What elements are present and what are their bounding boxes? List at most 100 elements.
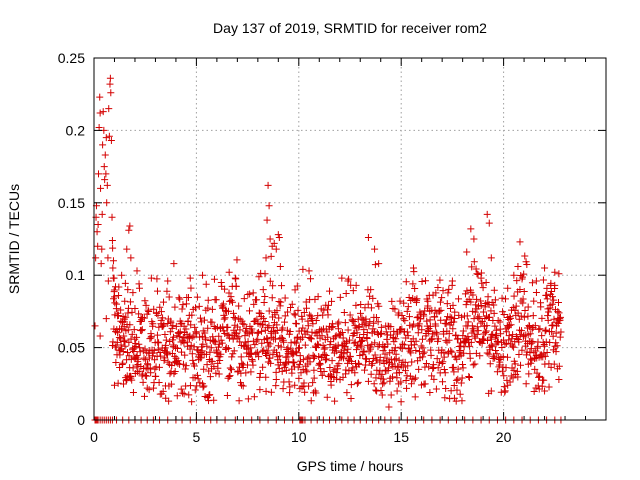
baseline-point-574 — [273, 307, 281, 315]
baseline-point-1457 — [526, 330, 534, 338]
baseline-point-1308 — [483, 336, 491, 344]
baseline-point-861 — [355, 322, 363, 330]
baseline-point-699 — [309, 320, 317, 328]
baseline-point-472 — [244, 291, 252, 299]
baseline-point-333 — [204, 304, 212, 312]
baseline-point-432 — [232, 282, 240, 290]
baseline-point-1271 — [473, 305, 481, 313]
data-point-1 — [92, 254, 100, 262]
data-point-36 — [109, 257, 117, 265]
baseline-point-883 — [362, 361, 370, 369]
baseline-point-1498 — [538, 314, 546, 322]
baseline-point-441 — [235, 333, 243, 341]
baseline-point-168 — [157, 352, 165, 360]
baseline-point-740 — [321, 350, 329, 358]
data-point-103 — [551, 268, 559, 276]
data-point-73 — [299, 265, 307, 273]
baseline-point-594 — [279, 324, 287, 332]
baseline-point-1187 — [449, 325, 457, 333]
baseline-point-1427 — [518, 327, 526, 335]
baseline-point-1452 — [525, 370, 533, 378]
baseline-point-825 — [345, 367, 353, 375]
baseline-point-241 — [177, 348, 185, 356]
baseline-point-790 — [335, 360, 343, 368]
baseline-point-509 — [254, 328, 262, 336]
baseline-point-766 — [328, 357, 336, 365]
baseline-point-334 — [204, 296, 212, 304]
baseline-point-821 — [344, 345, 352, 353]
baseline-point-1103 — [425, 363, 433, 371]
data-point-69 — [275, 234, 283, 242]
baseline-point-1518 — [544, 312, 552, 320]
baseline-point-14 — [112, 305, 120, 313]
data-point-89 — [473, 270, 481, 278]
data-point-114 — [96, 332, 104, 340]
baseline-point-889 — [363, 329, 371, 337]
baseline-point-527 — [259, 314, 267, 322]
baseline-point-517 — [257, 269, 265, 277]
baseline-point-1264 — [471, 360, 479, 368]
baseline-point-675 — [302, 366, 310, 374]
baseline-point-1014 — [399, 363, 407, 371]
baseline-point-1273 — [473, 323, 481, 331]
baseline-point-505 — [253, 329, 261, 337]
baseline-point-717 — [314, 293, 322, 301]
baseline-point-917 — [371, 261, 379, 269]
baseline-point-356 — [210, 275, 218, 283]
baseline-point-223 — [172, 322, 180, 330]
baseline-point-17 — [113, 338, 121, 346]
baseline-point-501 — [252, 349, 260, 357]
baseline-point-1176 — [446, 395, 454, 403]
baseline-point-1405 — [511, 360, 519, 368]
baseline-point-690 — [306, 334, 314, 342]
baseline-point-785 — [334, 365, 342, 373]
baseline-point-822 — [344, 326, 352, 334]
baseline-point-1388 — [506, 314, 514, 322]
baseline-point-1015 — [399, 315, 407, 323]
baseline-point-1439 — [521, 307, 529, 315]
baseline-point-865 — [356, 309, 364, 317]
data-point-126 — [291, 381, 299, 389]
data-point-55 — [129, 289, 137, 297]
baseline-point-602 — [281, 294, 289, 302]
baseline-point-745 — [322, 351, 330, 359]
baseline-point-73 — [129, 389, 137, 397]
baseline-point-72 — [129, 364, 137, 372]
data-point-48 — [121, 297, 129, 305]
baseline-point-128 — [145, 386, 153, 394]
baseline-point-1255 — [468, 322, 476, 330]
baseline-point-819 — [343, 348, 351, 356]
baseline-point-1411 — [513, 335, 521, 343]
baseline-point-758 — [326, 364, 334, 372]
data-point-99 — [524, 303, 532, 311]
baseline-point-9 — [111, 311, 119, 319]
baseline-point-1213 — [456, 390, 464, 398]
data-point-51 — [124, 286, 132, 294]
data-point-5 — [94, 242, 102, 250]
baseline-point-1539 — [550, 296, 558, 304]
baseline-point-789 — [335, 318, 343, 326]
baseline-point-486 — [248, 325, 256, 333]
baseline-point-303 — [195, 302, 203, 310]
baseline-point-1058 — [412, 346, 420, 354]
baseline-point-706 — [311, 295, 319, 303]
data-point-136 — [465, 373, 473, 381]
baseline-point-1345 — [494, 316, 502, 324]
baseline-point-1266 — [471, 308, 479, 316]
baseline-point-1310 — [484, 293, 492, 301]
baseline-point-1510 — [541, 352, 549, 360]
baseline-point-1267 — [472, 301, 480, 309]
baseline-point-902 — [367, 370, 375, 378]
data-point-130 — [373, 387, 381, 395]
baseline-point-1173 — [445, 285, 453, 293]
baseline-point-24 — [115, 333, 123, 341]
baseline-point-927 — [374, 318, 382, 326]
baseline-point-274 — [187, 284, 195, 292]
baseline-point-1183 — [448, 314, 456, 322]
baseline-point-1225 — [460, 349, 468, 357]
baseline-point-1193 — [451, 315, 459, 323]
data-point-18 — [100, 163, 108, 171]
baseline-point-1129 — [432, 328, 440, 336]
data-point-14 — [98, 210, 106, 218]
